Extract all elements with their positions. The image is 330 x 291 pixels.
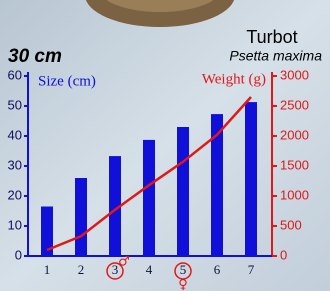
y2-tick-label: 500 [280,217,302,232]
marker-symbol: ♂ [118,255,130,270]
annotation: 30 cm [8,46,62,67]
y-tick-label: 60 [8,67,22,82]
y-tick-label: 10 [8,217,22,232]
y2-tick-label: 2000 [280,127,309,142]
legend-label: Size (cm) [38,73,96,89]
y-tick-label: 30 [8,157,22,172]
x-tick-label: 5 [180,262,187,277]
x-tick-label: 7 [248,262,255,277]
x-tick-label: 2 [78,262,85,277]
marker-symbol: ♀ [178,278,188,291]
y2-tick-label: 0 [280,247,287,262]
y2-tick-label: 1500 [280,157,309,172]
legend-label: Weight (g) [202,71,266,87]
x-tick-label: 6 [214,262,221,277]
y-tick-label: 50 [8,97,22,112]
x-tick-label: 4 [146,262,153,277]
y-tick-label: 20 [8,187,22,202]
x-tick-label: 1 [44,262,51,277]
y2-tick-label: 2500 [280,97,309,112]
y-tick-label: 0 [15,247,22,262]
bar [75,178,87,256]
y-tick-label: 40 [8,127,22,142]
y2-tick-label: 3000 [280,67,309,82]
y2-tick-label: 1000 [280,187,309,202]
bar [177,127,189,256]
bar [245,102,257,256]
chart-subtitle: Psetta maxima [229,48,322,64]
chart: Turbot Psetta maxima 30 cm 0102030405060… [0,0,330,291]
bar [143,140,155,256]
chart-title: Turbot [246,27,297,47]
